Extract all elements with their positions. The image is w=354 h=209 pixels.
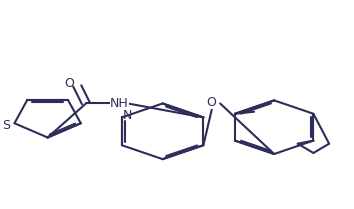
Text: O: O	[206, 96, 216, 109]
Text: N: N	[122, 109, 132, 122]
Text: O: O	[65, 77, 74, 90]
Text: NH: NH	[110, 97, 129, 110]
Text: S: S	[2, 119, 10, 132]
